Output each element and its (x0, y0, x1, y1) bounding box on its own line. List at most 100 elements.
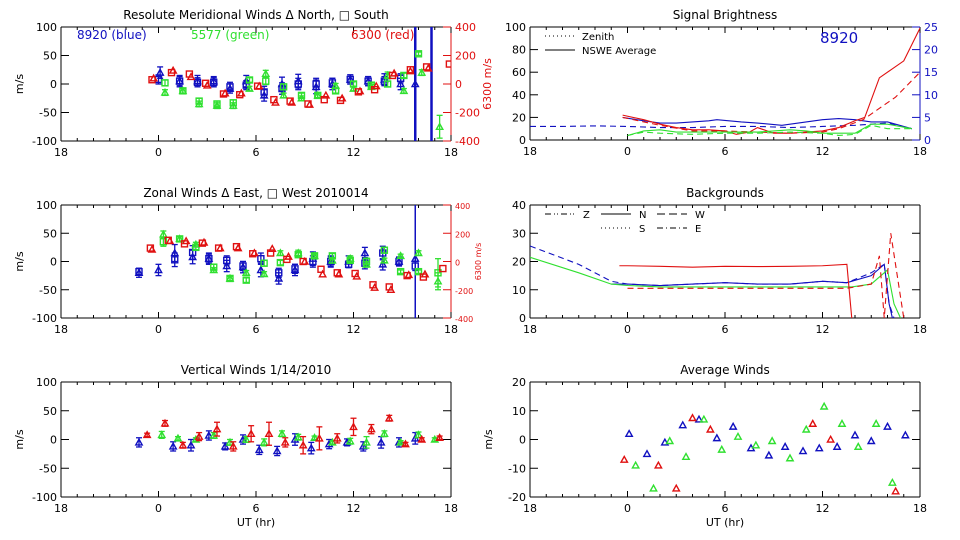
chart-meridional: Resolute Meridional Winds Δ North, □ Sou… (13, 8, 494, 159)
data-point-triangle (332, 433, 342, 442)
data-point-triangle (642, 449, 652, 458)
data-point-triangle (631, 460, 641, 469)
x-tick-label: 12 (816, 323, 830, 336)
y-tick-label: 50 (43, 227, 57, 240)
y-tick-label: -50 (39, 284, 57, 297)
y-tick-label: 20 (512, 111, 526, 124)
data-point-triangle (202, 80, 212, 89)
y-tick-label: 20 (512, 376, 526, 389)
right-y-tick-label: 0 (455, 78, 462, 91)
legend-label: Z (583, 210, 590, 221)
data-point-square (205, 254, 213, 263)
legend-label: N (639, 210, 646, 221)
data-point-square (354, 88, 363, 96)
data-point-triangle (435, 122, 445, 131)
data-point-triangle (327, 437, 337, 446)
series-line (530, 122, 912, 130)
data-point-square (266, 249, 275, 257)
y-tick-label: 100 (36, 21, 57, 34)
x-axis-label: UT (hr) (237, 516, 275, 529)
plot-area (530, 27, 920, 137)
y-tick-label: -100 (32, 312, 57, 325)
y-tick-label: 40 (512, 199, 526, 212)
legend-label: Zenith (582, 32, 614, 43)
x-tick-label: 18 (913, 145, 927, 158)
x-tick-label: 12 (347, 323, 361, 336)
data-point-triangle (819, 401, 829, 410)
right-y-tick-label: -200 (455, 287, 473, 296)
data-point-triangle (212, 424, 222, 433)
x-tick-label: 18 (444, 502, 458, 515)
data-point-triangle (678, 420, 688, 429)
y-tick-label: 40 (512, 89, 526, 102)
x-tick-label: 18 (444, 323, 458, 336)
data-point-triangle (142, 430, 152, 439)
data-point-square (161, 79, 169, 87)
data-point-triangle (178, 440, 188, 449)
data-point-square (236, 90, 244, 99)
x-tick-label: 6 (253, 146, 260, 159)
x-tick-label: 18 (523, 323, 537, 336)
data-point-square (180, 240, 189, 248)
data-point-triangle (274, 273, 284, 282)
x-tick-label: 18 (523, 502, 537, 515)
y-axis-label: m/s (13, 251, 26, 271)
data-point-triangle (194, 431, 204, 440)
data-point-triangle (826, 434, 836, 443)
data-point-square (403, 271, 411, 280)
data-point-square (223, 256, 231, 265)
x-tick-label: 12 (816, 145, 830, 158)
data-point-square (164, 236, 172, 245)
data-point-square (195, 97, 203, 105)
data-point-square (349, 80, 358, 88)
data-point-triangle (310, 433, 319, 442)
data-point-triangle (157, 430, 167, 439)
plot-area (134, 229, 447, 294)
right-y-tick-label: -200 (455, 107, 480, 120)
legend-label: E (695, 224, 701, 235)
data-point-triangle (871, 419, 881, 427)
data-point-square (283, 255, 291, 264)
data-point-square (260, 88, 268, 96)
data-point-triangle (209, 430, 219, 439)
annotation-label: 5577 (green) (191, 28, 269, 42)
right-y-tick-label: 20 (924, 44, 938, 57)
right-y-tick-label: 0 (455, 259, 460, 268)
y-axis-label: m/s (13, 429, 26, 449)
chart-title: Resolute Meridional Winds Δ North, □ Sou… (123, 8, 389, 22)
data-point-square (242, 276, 250, 284)
data-point-square (445, 60, 451, 68)
data-point-triangle (256, 265, 266, 274)
y-tick-label: 100 (36, 199, 57, 212)
y-tick-label: -50 (39, 462, 57, 475)
data-point-square (380, 246, 389, 254)
data-point-triangle (417, 434, 427, 443)
data-point-triangle (245, 83, 254, 92)
chart-title: Backgrounds (686, 186, 764, 200)
right-y-tick-label: 0 (924, 134, 931, 147)
data-point-triangle (396, 251, 406, 260)
data-point-square (262, 77, 270, 85)
series-line (622, 71, 920, 134)
data-point-square (232, 242, 241, 251)
data-point-triangle (236, 88, 246, 97)
annotation-label: 8920 (blue) (77, 28, 147, 42)
data-point-square (351, 269, 359, 278)
x-tick-label: 0 (155, 502, 162, 515)
data-point-square (198, 239, 207, 247)
data-point-triangle (837, 419, 847, 427)
data-point-triangle (883, 421, 892, 430)
data-point-triangle (160, 418, 170, 427)
data-point-triangle (279, 90, 289, 99)
data-point-triangle (384, 413, 394, 422)
data-point-triangle (808, 419, 818, 427)
data-point-square (185, 70, 194, 78)
x-tick-label: 6 (722, 502, 729, 515)
data-point-triangle (241, 434, 251, 443)
data-point-triangle (733, 431, 743, 440)
data-point-square (171, 256, 179, 264)
data-point-triangle (134, 437, 144, 446)
data-point-triangle (277, 429, 287, 438)
data-point-triangle (414, 430, 423, 439)
data-point-triangle (168, 441, 178, 450)
